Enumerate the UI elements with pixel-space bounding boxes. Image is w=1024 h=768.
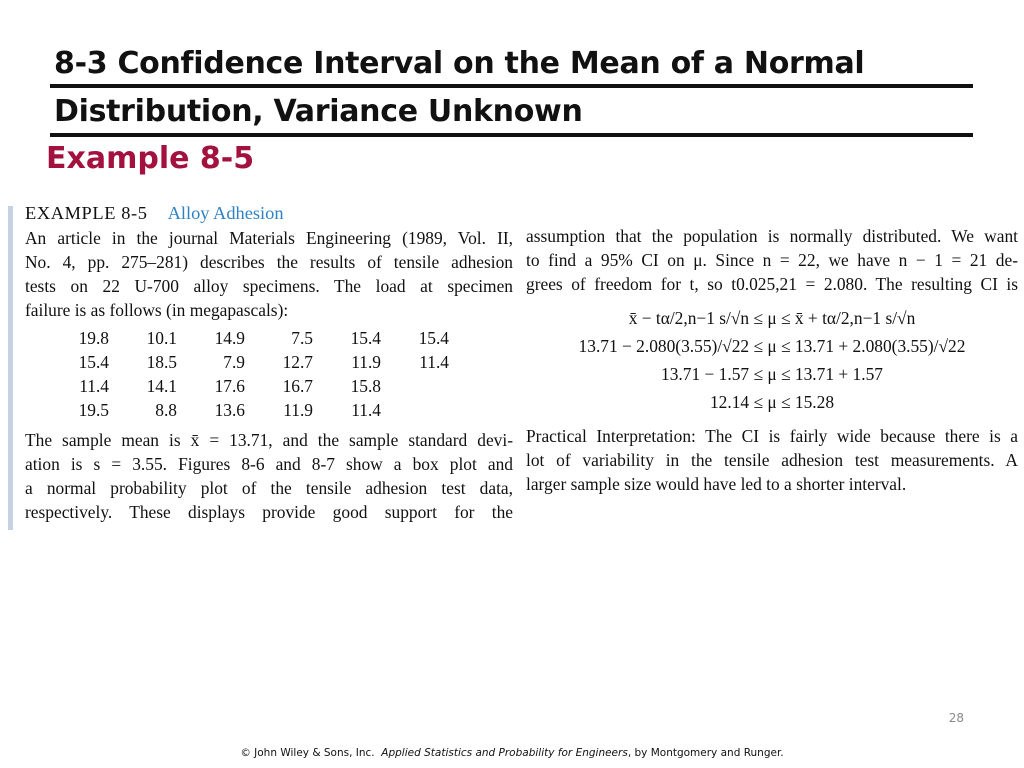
table-cell: 19.8 <box>78 328 109 348</box>
intro-line: No. 4, pp. 275–281) describes the result… <box>25 252 513 272</box>
slide-subtitle: Example 8-5 <box>46 141 255 176</box>
practical-interpretation: Practical Interpretation: The CI is fair… <box>526 424 1018 496</box>
table-cell: 14.9 <box>214 328 245 348</box>
table-cell: 17.6 <box>214 376 245 396</box>
table-cell: 10.1 <box>146 328 177 348</box>
slide-title-line-1: 8-3 Confidence Interval on the Mean of a… <box>54 46 865 81</box>
intro-line: An article in the journal Materials Engi… <box>25 228 513 248</box>
footer-copyright: © John Wiley & Sons, Inc. <box>240 747 375 759</box>
slide-title-line-2: Distribution, Variance Unknown <box>54 94 583 129</box>
summary-line: respectively. These displays provide goo… <box>25 502 513 522</box>
setup-line: assumption that the population is normal… <box>526 226 1018 246</box>
table-cell: 12.7 <box>282 352 313 372</box>
example-intro: An article in the journal Materials Engi… <box>25 226 513 322</box>
ci-substitution: 13.71 − 2.080(3.55)/√22 ≤ μ ≤ 13.71 + 2.… <box>578 336 966 356</box>
table-cell: 14.1 <box>146 376 177 396</box>
setup-line: grees of freedom for t, so t0.025,21 = 2… <box>526 274 1018 294</box>
table-cell: 15.4 <box>350 328 381 348</box>
table-cell: 11.4 <box>79 376 109 396</box>
example-label: EXAMPLE 8-5 <box>25 203 148 223</box>
table-cell: 7.9 <box>223 352 245 372</box>
specimen-load-table: 19.8 10.1 14.9 7.5 15.4 15.4 15.4 18.5 7.9 12.7 11… <box>71 326 449 422</box>
ci-result: 12.14 ≤ μ ≤ 15.28 <box>709 392 835 412</box>
excerpt-left-column: EXAMPLE 8-5 Alloy Adhesion An article in … <box>25 200 513 524</box>
table-cell: 11.4 <box>351 400 381 420</box>
table-cell: 11.4 <box>419 352 449 372</box>
ci-setup-text: assumption that the population is normal… <box>526 224 1018 296</box>
table-cell: 8.8 <box>155 400 177 420</box>
table-cell: 15.8 <box>350 376 381 396</box>
slide-footer: © John Wiley & Sons, Inc. Applied Statis… <box>0 747 1024 759</box>
table-row: 19.8 10.1 14.9 7.5 15.4 15.4 <box>71 326 449 350</box>
table-cell <box>381 398 449 422</box>
table-cell <box>381 374 449 398</box>
table-cell: 16.7 <box>282 376 313 396</box>
page-number: 28 <box>948 711 964 725</box>
interpretation-line: lot of variability in the tensile adhesi… <box>526 450 1018 470</box>
textbook-excerpt: EXAMPLE 8-5 Alloy Adhesion An article in … <box>8 200 1018 532</box>
intro-line: tests on 22 U-700 alloy specimens. The l… <box>25 276 513 296</box>
summary-line: ation is s = 3.55. Figures 8-6 and 8-7 s… <box>25 454 513 474</box>
intro-line: failure is as follows (in megapascals): <box>25 300 289 320</box>
interpretation-line: Practical Interpretation: The CI is fair… <box>526 426 1018 446</box>
ci-simplified: 13.71 − 1.57 ≤ μ ≤ 13.71 + 1.57 <box>661 364 883 384</box>
slide-title: 8-3 Confidence Interval on the Mean of a… <box>54 40 974 136</box>
interpretation-line: larger sample size would have led to a s… <box>526 474 907 494</box>
example-name: Alloy Adhesion <box>167 203 284 223</box>
summary-line: a normal probability plot of the tensile… <box>25 478 513 498</box>
excerpt-right-column: assumption that the population is normal… <box>526 224 1018 496</box>
example-summary: The sample mean is x̄ = 13.71, and the s… <box>25 428 513 524</box>
table-cell: 7.5 <box>291 328 313 348</box>
ci-formula: x̄ − tα/2,n−1 s/√n ≤ μ ≤ x̄ + tα/2,n−1 s… <box>628 308 916 328</box>
footer-authors: , by Montgomery and Runger. <box>627 747 784 759</box>
table-row: 11.4 14.1 17.6 16.7 15.8 <box>71 374 449 398</box>
table-cell: 15.4 <box>418 328 449 348</box>
table-row: 19.5 8.8 13.6 11.9 11.4 <box>71 398 449 422</box>
table-cell: 13.6 <box>214 400 245 420</box>
table-row: 15.4 18.5 7.9 12.7 11.9 11.4 <box>71 350 449 374</box>
table-cell: 15.4 <box>78 352 109 372</box>
table-cell: 19.5 <box>78 400 109 420</box>
summary-line: The sample mean is x̄ = 13.71, and the s… <box>25 430 513 450</box>
table-cell: 11.9 <box>351 352 381 372</box>
setup-line: to find a 95% CI on μ. Since n = 22, we … <box>526 250 1018 270</box>
footer-book-title: Applied Statistics and Probability for E… <box>381 747 628 759</box>
example-heading: EXAMPLE 8-5 Alloy Adhesion <box>25 200 513 226</box>
table-cell: 11.9 <box>283 400 313 420</box>
excerpt-sidebar-bar <box>8 206 13 530</box>
title-rule-top <box>50 84 973 88</box>
title-rule-bottom <box>50 133 973 137</box>
table-cell: 18.5 <box>146 352 177 372</box>
